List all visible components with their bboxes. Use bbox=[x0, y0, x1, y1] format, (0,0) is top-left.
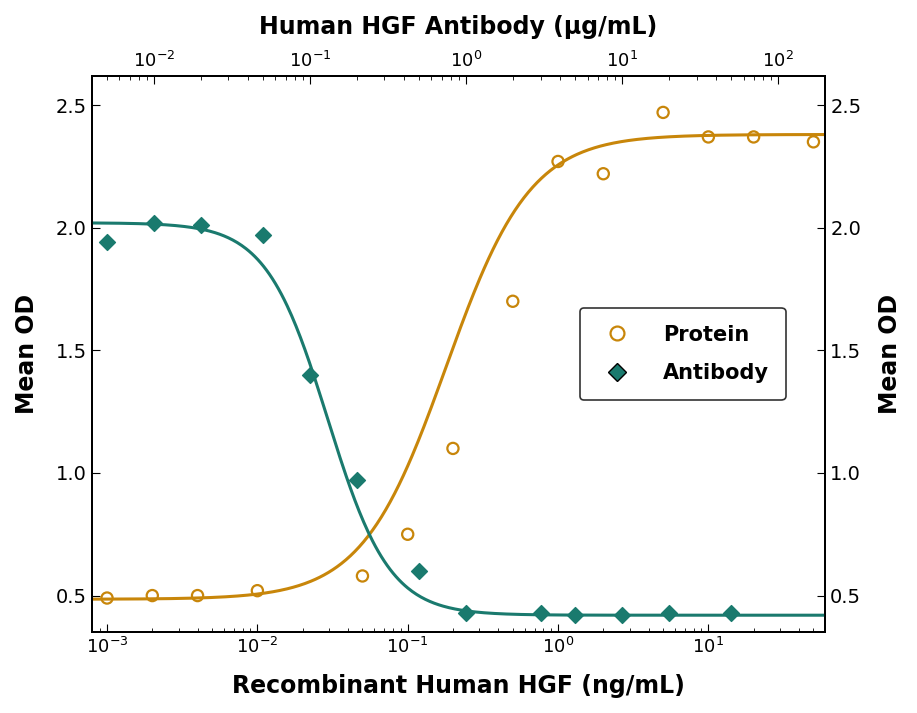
Point bbox=[533, 607, 547, 618]
Point bbox=[615, 610, 630, 621]
Point bbox=[99, 237, 114, 248]
Point bbox=[701, 131, 715, 143]
Legend: Protein, Antibody: Protein, Antibody bbox=[580, 308, 786, 400]
Point bbox=[250, 585, 265, 596]
Point bbox=[100, 593, 115, 604]
Point bbox=[147, 217, 161, 228]
Point bbox=[662, 607, 677, 618]
Point bbox=[145, 590, 160, 601]
Point bbox=[806, 136, 821, 148]
Point bbox=[551, 155, 566, 167]
Point bbox=[349, 475, 364, 486]
Point bbox=[446, 443, 460, 454]
Point bbox=[724, 607, 739, 618]
Point bbox=[303, 369, 317, 381]
Y-axis label: Mean OD: Mean OD bbox=[15, 294, 39, 414]
Point bbox=[190, 590, 204, 601]
Point bbox=[412, 565, 426, 577]
Point bbox=[568, 610, 582, 621]
X-axis label: Recombinant Human HGF (ng/mL): Recombinant Human HGF (ng/mL) bbox=[232, 674, 685, 698]
Y-axis label: Mean OD: Mean OD bbox=[878, 294, 902, 414]
Point bbox=[746, 131, 761, 143]
Point bbox=[656, 107, 670, 118]
Point bbox=[596, 168, 611, 180]
Point bbox=[401, 528, 415, 540]
Point bbox=[505, 296, 520, 307]
Point bbox=[458, 607, 473, 618]
Point bbox=[256, 230, 271, 241]
Point bbox=[355, 570, 370, 582]
Point bbox=[193, 220, 208, 231]
X-axis label: Human HGF Antibody (μg/mL): Human HGF Antibody (μg/mL) bbox=[260, 15, 657, 39]
